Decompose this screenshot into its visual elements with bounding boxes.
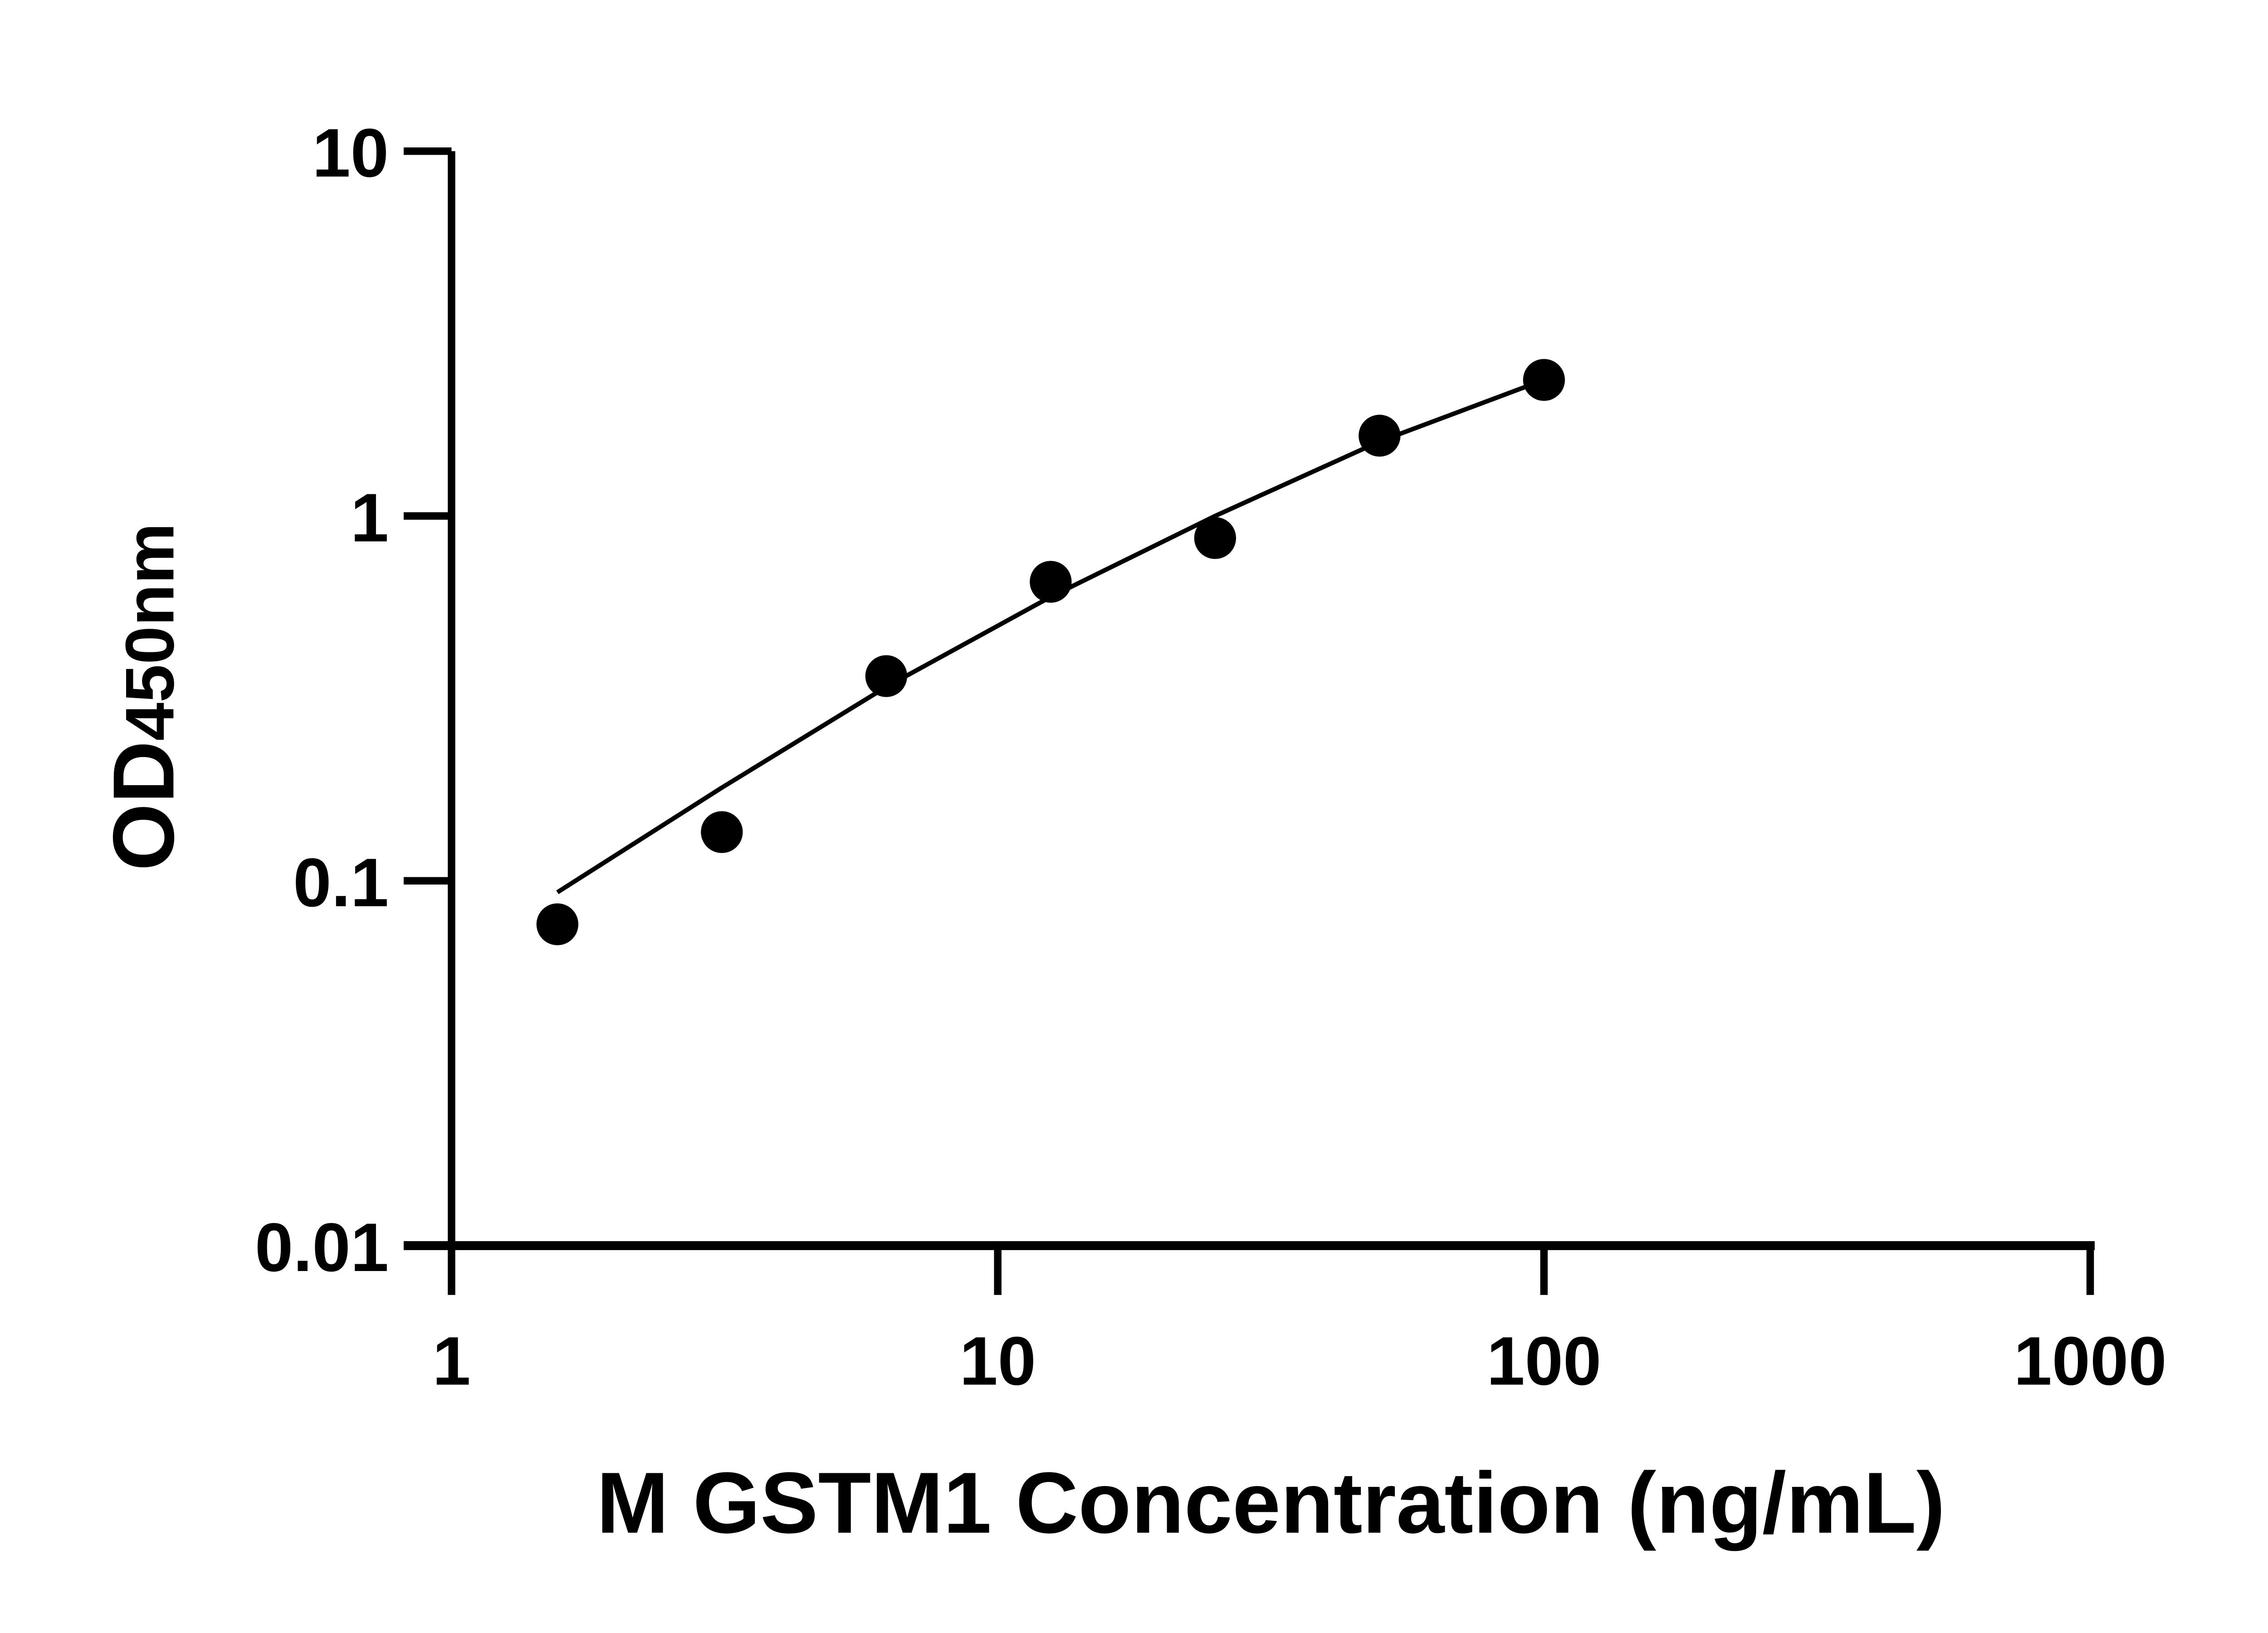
axes — [403, 151, 2095, 1250]
y-axis-label-main: OD — [95, 741, 192, 871]
fit-curve — [556, 377, 1545, 895]
data-point — [1523, 359, 1565, 401]
data-point — [865, 655, 907, 697]
data-point — [536, 903, 578, 945]
y-tick-label: 0.1 — [293, 845, 389, 921]
x-tick-label: 1 — [432, 1323, 470, 1400]
y-axis-label-sub: 450nm — [112, 523, 188, 741]
x-tick-label: 1000 — [2014, 1323, 2166, 1400]
y-tick-label: 0.01 — [255, 1209, 389, 1286]
y-tick-label: 10 — [312, 115, 389, 191]
y-axis-label: OD450nm — [95, 523, 192, 871]
data-points — [536, 359, 1565, 945]
y-tick-label: 1 — [351, 480, 389, 557]
x-tick-label: 100 — [1486, 1323, 1601, 1400]
ticks: 1 10 100 1000 0.01 0.1 1 10 — [255, 115, 2167, 1399]
data-point — [1194, 517, 1236, 559]
data-point — [1030, 561, 1072, 603]
data-point — [1359, 415, 1401, 457]
x-axis-label: M GSTM1 Concentration (ng/mL) — [596, 1454, 1945, 1551]
data-point — [701, 811, 743, 853]
x-tick-label: 10 — [959, 1323, 1036, 1400]
